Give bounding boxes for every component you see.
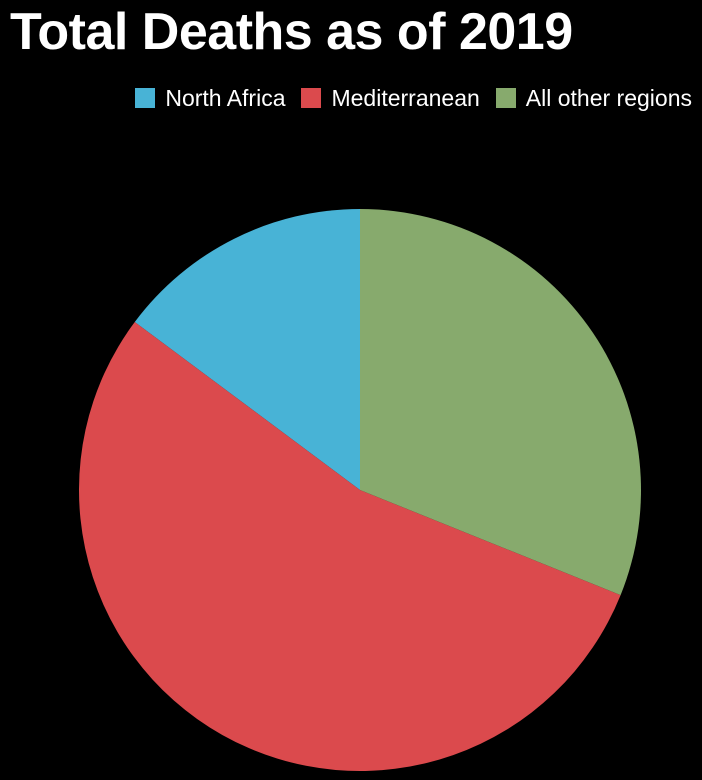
legend-item-mediterranean[interactable]: Mediterranean xyxy=(301,84,480,112)
legend-item-all-other-regions[interactable]: All other regions xyxy=(495,84,692,112)
legend-label-mediterranean: Mediterranean xyxy=(331,85,480,111)
legend: North Africa Mediterranean All other reg… xyxy=(135,84,692,112)
pie-slice-mediterranean[interactable] xyxy=(78,321,621,772)
legend-swatch-mediterranean xyxy=(301,88,322,108)
legend-label-all-other-regions: All other regions xyxy=(525,85,692,111)
legend-swatch-all-other-regions xyxy=(495,88,516,108)
legend-item-north-africa[interactable]: North Africa xyxy=(135,84,285,112)
legend-label-north-africa: North Africa xyxy=(165,85,286,111)
pie-slice-all-other-regions[interactable] xyxy=(360,209,641,596)
legend-swatch-north-africa xyxy=(135,88,156,108)
chart-title: Total Deaths as of 2019 xyxy=(10,3,573,61)
pie-slice-north-africa[interactable] xyxy=(134,209,360,490)
